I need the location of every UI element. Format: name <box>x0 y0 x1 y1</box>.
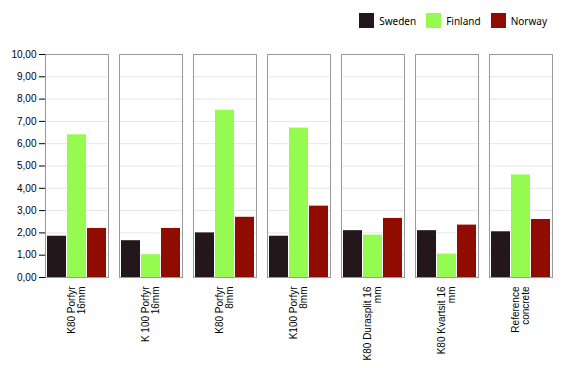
svg-text:5,00: 5,00 <box>17 160 37 171</box>
svg-text:1,00: 1,00 <box>17 249 37 260</box>
svg-text:K80 Porfyr16mm: K80 Porfyr16mm <box>66 286 87 334</box>
svg-text:Referenceconcrete: Referenceconcrete <box>510 286 531 333</box>
svg-text:K 100 Porfyr16mm: K 100 Porfyr16mm <box>140 286 161 342</box>
html-text:Sweden: Sweden <box>379 13 417 28</box>
svg-text:4,00: 4,00 <box>17 183 37 194</box>
svg-text:0,00: 0,00 <box>17 272 37 283</box>
svg-text:K80 Durasplit 16mm: K80 Durasplit 16mm <box>362 286 383 360</box>
svg-text:6,00: 6,00 <box>17 138 37 149</box>
svg-text:8,00: 8,00 <box>17 93 37 104</box>
svg-text:10,00: 10,00 <box>11 49 36 60</box>
svg-text:2,00: 2,00 <box>17 227 37 238</box>
svg-text:K100 Porfyr8mm: K100 Porfyr8mm <box>288 286 309 339</box>
svg-text:3,00: 3,00 <box>17 205 37 216</box>
html-text:Finland: Finland <box>446 13 481 28</box>
svg-text:K80 Porfyr8mm: K80 Porfyr8mm <box>214 286 235 334</box>
svg-text:7,00: 7,00 <box>17 116 37 127</box>
html-text:Norway: Norway <box>510 13 547 28</box>
svg-text:K80 Kvartsit 16mm: K80 Kvartsit 16mm <box>436 286 457 354</box>
svg-text:9,00: 9,00 <box>17 71 37 82</box>
